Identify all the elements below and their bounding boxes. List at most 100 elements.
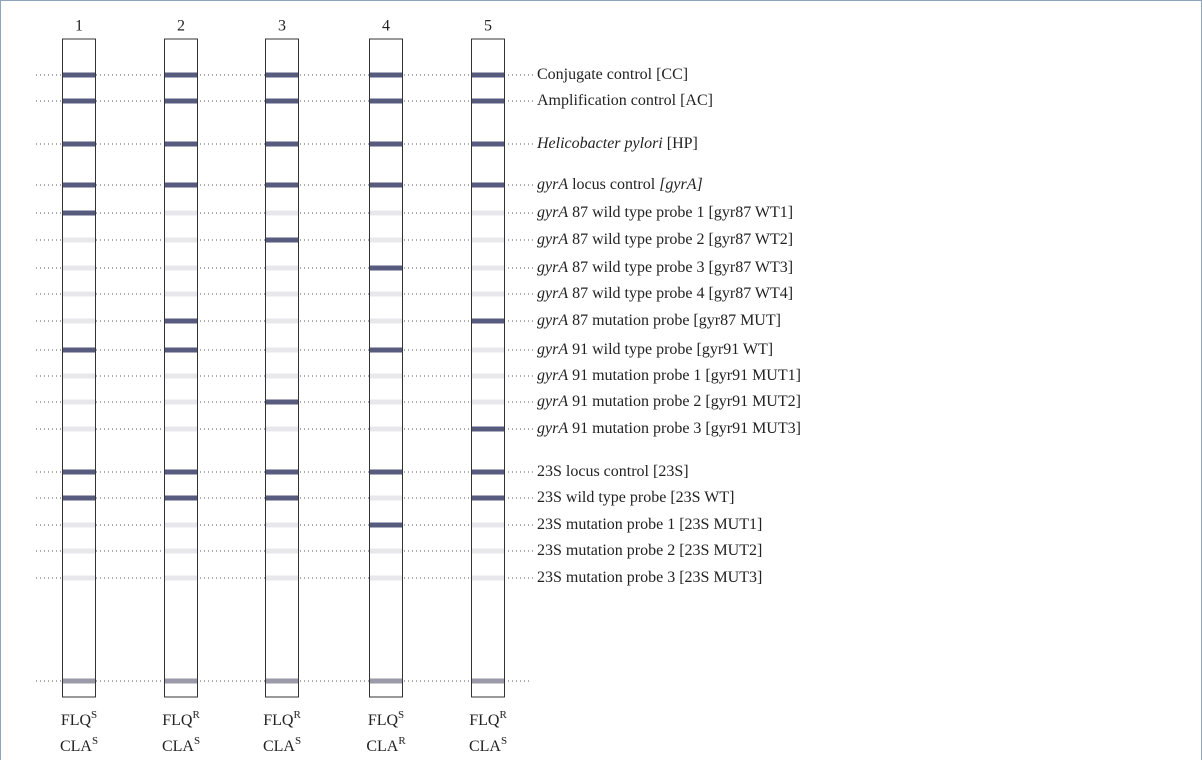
band-positive bbox=[165, 183, 197, 188]
row-label: 23S locus control [23S] bbox=[537, 463, 689, 480]
band-positive bbox=[165, 496, 197, 501]
strip-result: FLQR bbox=[469, 709, 507, 729]
label-text: 23S locus control [23S] bbox=[537, 463, 689, 480]
susceptibility: R bbox=[499, 709, 507, 721]
band-negative bbox=[370, 211, 402, 216]
row-label: gyrA 87 wild type probe 4 [gyr87 WT4] bbox=[537, 285, 793, 302]
band-negative bbox=[165, 211, 197, 216]
susceptibility: R bbox=[398, 735, 406, 747]
band-positive bbox=[472, 142, 504, 147]
band-negative bbox=[472, 211, 504, 216]
drug-name: CLA bbox=[469, 738, 501, 755]
label-italic: gyrA bbox=[537, 312, 568, 329]
label-text: 91 mutation probe 2 [gyr91 MUT2] bbox=[572, 393, 801, 410]
band-positive bbox=[370, 348, 402, 353]
label-text: 23S wild type probe [23S WT] bbox=[537, 489, 734, 506]
band-negative bbox=[63, 576, 95, 581]
drug-name: CLA bbox=[263, 738, 295, 755]
band-positive bbox=[370, 523, 402, 528]
strip bbox=[472, 39, 505, 697]
band-negative bbox=[472, 348, 504, 353]
band-negative bbox=[165, 549, 197, 554]
strip-result: FLQS bbox=[61, 709, 97, 729]
label-italic: gyrA bbox=[537, 393, 568, 410]
label-text: 87 wild type probe 4 [gyr87 WT4] bbox=[572, 285, 793, 302]
label-italic: gyrA bbox=[537, 285, 568, 302]
label-text: 87 mutation probe [gyr87 MUT] bbox=[572, 312, 781, 329]
band-negative bbox=[472, 549, 504, 554]
label-italic: gyrA bbox=[537, 204, 568, 221]
strip-result: FLQR bbox=[162, 709, 200, 729]
band-negative bbox=[370, 292, 402, 297]
band-negative bbox=[165, 576, 197, 581]
band-negative bbox=[63, 292, 95, 297]
drug-name: FLQ bbox=[368, 712, 399, 729]
band-positive bbox=[472, 470, 504, 475]
band-base bbox=[370, 679, 402, 684]
strip bbox=[370, 39, 403, 697]
band-negative bbox=[165, 400, 197, 405]
row-label: gyrA 87 wild type probe 3 [gyr87 WT3] bbox=[537, 259, 793, 276]
label-text: 91 mutation probe 1 [gyr91 MUT1] bbox=[572, 367, 801, 384]
label-italic: [gyrA] bbox=[659, 176, 703, 193]
band-positive bbox=[165, 73, 197, 78]
drug-name: FLQ bbox=[469, 712, 500, 729]
row-label: 23S mutation probe 3 [23S MUT3] bbox=[537, 569, 762, 586]
strip-result: CLAS bbox=[162, 735, 200, 755]
band-positive bbox=[266, 400, 298, 405]
susceptibility: S bbox=[91, 709, 97, 721]
band-negative bbox=[370, 549, 402, 554]
band-positive bbox=[266, 142, 298, 147]
drug-name: FLQ bbox=[263, 712, 294, 729]
row-label: gyrA locus control [gyrA] bbox=[537, 176, 703, 193]
band-positive bbox=[266, 496, 298, 501]
band-base bbox=[63, 679, 95, 684]
band-positive bbox=[63, 211, 95, 216]
band-negative bbox=[63, 266, 95, 271]
label-italic: gyrA bbox=[537, 231, 568, 248]
band-negative bbox=[266, 211, 298, 216]
label-text: 23S mutation probe 2 [23S MUT2] bbox=[537, 542, 762, 559]
band-negative bbox=[165, 266, 197, 271]
band-negative bbox=[165, 374, 197, 379]
label-text: 23S mutation probe 1 [23S MUT1] bbox=[537, 516, 762, 533]
band-base bbox=[266, 679, 298, 684]
band-negative bbox=[165, 292, 197, 297]
band-positive bbox=[63, 73, 95, 78]
label-text: 87 wild type probe 2 [gyr87 WT2] bbox=[572, 231, 793, 248]
row-label: Helicobacter pylori [HP] bbox=[536, 135, 698, 152]
band-positive bbox=[165, 470, 197, 475]
row-label: Amplification control [AC] bbox=[537, 92, 713, 109]
band-positive bbox=[472, 183, 504, 188]
band-negative bbox=[370, 238, 402, 243]
label-text: 87 wild type probe 3 [gyr87 WT3] bbox=[572, 259, 793, 276]
strip-result: FLQS bbox=[368, 709, 404, 729]
band-positive bbox=[370, 142, 402, 147]
band-negative bbox=[266, 319, 298, 324]
band-negative bbox=[266, 348, 298, 353]
band-negative bbox=[370, 427, 402, 432]
susceptibility: S bbox=[295, 735, 301, 747]
band-positive bbox=[472, 496, 504, 501]
label-text: Conjugate control [CC] bbox=[537, 66, 688, 83]
band-negative bbox=[472, 523, 504, 528]
band-positive bbox=[266, 183, 298, 188]
band-positive bbox=[370, 73, 402, 78]
strip-number: 1 bbox=[75, 18, 83, 35]
strip bbox=[165, 39, 198, 697]
label-text: locus control bbox=[572, 176, 656, 193]
row-label: gyrA 87 mutation probe [gyr87 MUT] bbox=[537, 312, 781, 329]
strip bbox=[266, 39, 299, 697]
susceptibility: S bbox=[194, 735, 200, 747]
band-negative bbox=[266, 374, 298, 379]
band-negative bbox=[266, 523, 298, 528]
strip-number: 2 bbox=[177, 18, 185, 35]
band-positive bbox=[165, 348, 197, 353]
band-negative bbox=[266, 549, 298, 554]
row-label: 23S mutation probe 1 [23S MUT1] bbox=[537, 516, 762, 533]
label-italic: gyrA bbox=[537, 259, 568, 276]
band-negative bbox=[472, 266, 504, 271]
band-negative bbox=[370, 576, 402, 581]
label-italic: gyrA bbox=[537, 341, 568, 358]
band-negative bbox=[63, 549, 95, 554]
